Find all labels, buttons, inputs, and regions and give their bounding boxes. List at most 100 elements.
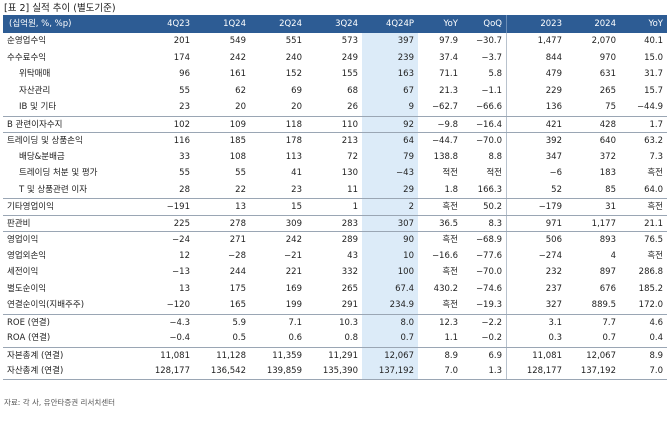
table-cell: 3.1	[506, 314, 566, 330]
table-cell: 55	[179, 85, 190, 96]
table-cell: 183	[599, 168, 616, 178]
table-cell: 108	[229, 151, 246, 162]
table-cell: −4.3	[169, 317, 190, 328]
header-col-4q23: 4Q23	[167, 19, 190, 29]
table-cell: 100	[362, 264, 418, 281]
table-cell: 1.3	[488, 366, 502, 376]
table-cell: 421	[506, 116, 566, 132]
table-cell: 428	[599, 119, 616, 130]
table-cell: 10	[362, 247, 418, 264]
table-row: 연결순이익(지배주주) −120 165 199 291 234.9 흑전 −19.3 327 8…	[3, 297, 667, 314]
table-cell: 0.4	[649, 333, 663, 343]
table-cell: 118	[285, 119, 302, 130]
row-label: 별도순이익	[7, 283, 47, 294]
row-label: 자산관리	[19, 85, 51, 96]
table-cell: 893	[599, 235, 616, 245]
table-cell: 172.0	[638, 300, 663, 310]
table-cell: 12	[179, 250, 190, 261]
table-cell: −274	[506, 247, 566, 264]
table-cell: 1.7	[649, 119, 663, 130]
table-cell: 31	[605, 202, 616, 212]
table-cell: 75	[605, 102, 616, 112]
table-cell: 7.0	[444, 366, 458, 376]
table-cell: 23	[291, 184, 302, 195]
table-cell: 15	[291, 202, 302, 212]
table-cell: 10.3	[339, 317, 358, 328]
table-cell: 28	[179, 184, 190, 195]
earnings-table: (십억원, %, %p) 4Q23 1Q24 2Q24 3Q24 4Q24P Y…	[3, 15, 667, 380]
table-row: 트레이딩 및 상품손익 116 185 178 213 64 −44.7 −70.0 392 64…	[3, 132, 667, 149]
table-cell: 64	[362, 133, 418, 149]
table-cell: 21.1	[644, 218, 663, 229]
table-cell: −66.6	[475, 102, 502, 112]
table-cell: −3.7	[481, 52, 502, 63]
table-cell: 50.2	[483, 202, 502, 212]
table-cell: −77.6	[475, 250, 502, 261]
table-cell: 40.1	[644, 36, 663, 46]
table-cell: 21.3	[439, 85, 458, 96]
table-cell: 12,067	[362, 347, 418, 363]
table-cell: 291	[341, 300, 358, 310]
table-cell: 69	[291, 85, 302, 96]
table-cell: 적전	[442, 168, 458, 178]
table-cell: 흑전	[647, 250, 663, 261]
table-cell: 286.8	[638, 267, 663, 277]
header-col-1q24: 1Q24	[223, 19, 246, 29]
table-cell: 6.9	[488, 350, 502, 361]
table-cell: 430.2	[433, 283, 458, 294]
table-cell: 23	[179, 102, 190, 112]
table-cell: −19.3	[475, 300, 502, 310]
table-cell: 68	[347, 85, 358, 96]
table-cell: 41	[291, 168, 302, 178]
table-cell: 흑전	[442, 267, 458, 277]
table-cell: −44.7	[431, 136, 458, 146]
table-cell: 289	[341, 235, 358, 245]
table-cell: 166.3	[477, 184, 502, 195]
table-row: 트레이딩 처분 및 평가 55 55 41 130 −43 적전 적전 −6 183 흑전	[3, 165, 667, 182]
header-col-3q24: 3Q24	[335, 19, 358, 29]
table-cell: −30.7	[475, 36, 502, 46]
table-cell: 1	[352, 202, 358, 212]
row-label: 자산총계 (연결)	[7, 366, 64, 376]
header-col-2023: 2023	[506, 15, 566, 33]
row-label: 순영업수익	[7, 36, 47, 46]
table-cell: 11	[347, 184, 358, 195]
table-cell: 2	[362, 199, 418, 215]
table-cell: 11,359	[272, 350, 302, 361]
header-col-yoy: YoY	[443, 19, 458, 29]
table-cell: −2.2	[481, 317, 502, 328]
table-cell: 7.1	[288, 317, 302, 328]
table-cell: −0.4	[169, 333, 190, 343]
row-label: 기타영업이익	[7, 202, 54, 212]
table-cell: 15.0	[644, 52, 663, 63]
table-cell: 249	[341, 52, 358, 63]
table-cell: 1,177	[591, 218, 616, 229]
table-cell: 174	[173, 52, 190, 63]
table-cell: 37.4	[439, 52, 458, 63]
table-cell: 185	[229, 136, 246, 146]
table-cell: 130	[341, 168, 358, 178]
table-cell: −70.0	[475, 267, 502, 277]
table-cell: 63.2	[644, 136, 663, 146]
table-cell: 139,859	[266, 366, 302, 376]
table-cell: 155	[341, 69, 358, 79]
table-cell: 33	[179, 151, 190, 162]
table-cell: 흑전	[647, 202, 663, 212]
table-cell: 225	[173, 218, 190, 229]
table-cell: −6	[506, 165, 566, 182]
table-cell: 0.5	[232, 333, 246, 343]
row-label: 세전이익	[7, 267, 39, 277]
table-cell: 적전	[486, 168, 502, 178]
table-cell: 36.5	[439, 218, 458, 229]
table-cell: 199	[285, 300, 302, 310]
table-cell: 278	[229, 218, 246, 229]
row-label: 영업외손익	[7, 250, 47, 261]
table-cell: 152	[285, 69, 302, 79]
row-label: IB 및 기타	[19, 102, 57, 112]
table-cell: 55	[235, 168, 246, 178]
header-col-4q24p: 4Q24P	[362, 15, 418, 33]
table-cell: −70.0	[475, 136, 502, 146]
table-cell: 128,177	[154, 366, 190, 376]
row-label: T 및 상품관련 이자	[19, 184, 88, 195]
table-cell: 265	[599, 85, 616, 96]
